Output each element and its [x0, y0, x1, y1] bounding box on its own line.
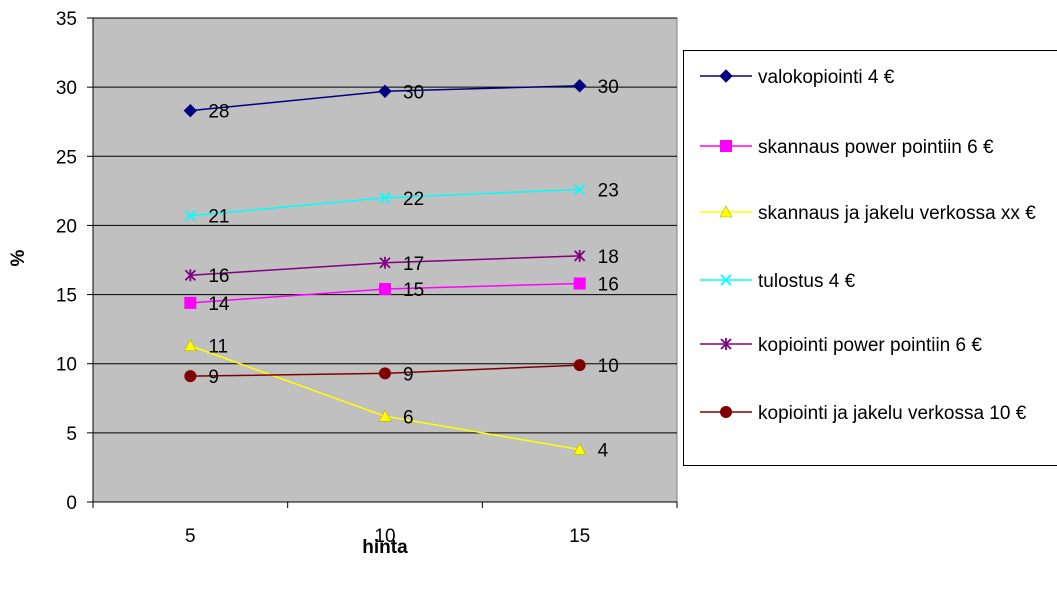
legend-swatch — [700, 69, 752, 83]
series-6: 9 9 10 — [184, 356, 619, 388]
legend-swatch — [700, 338, 752, 350]
y-tick-label: 20 — [56, 216, 77, 237]
data-label: 21 — [208, 207, 229, 228]
legend-swatch — [700, 205, 752, 218]
series-layer: 28 30 30 14 15 16 11 6 4 21 22 23 16 17 18 9 9 10 — [183, 77, 619, 461]
data-point — [184, 210, 196, 222]
x-axis-title: hinta — [362, 537, 408, 558]
y-axis-title: % — [8, 249, 29, 266]
legend-item: kopiointi power pointiin 6 € — [698, 333, 1057, 359]
series-2: 14 15 16 — [184, 275, 619, 315]
data-point — [574, 183, 586, 196]
x-tick-label: 15 — [569, 526, 590, 547]
data-label: 15 — [403, 280, 424, 301]
legend-marker — [720, 406, 732, 418]
series-1: 28 30 30 — [183, 77, 619, 123]
axes: 0 5 10 15 20 25 30 35 5 10 15 — [56, 9, 678, 547]
legend-item: skannaus ja jakelu verkossa xx € — [698, 201, 1057, 227]
data-label: 30 — [403, 82, 424, 103]
legend-label: kopiointi power pointiin 6 € — [758, 335, 982, 356]
legend-marker — [720, 274, 732, 286]
data-point — [379, 367, 391, 380]
series-4: 21 22 23 — [184, 180, 619, 228]
legend-swatch — [700, 406, 752, 418]
data-point — [573, 359, 586, 372]
series-3: 11 6 4 — [183, 337, 609, 461]
legend-label: skannaus power pointiin 6 € — [758, 137, 994, 158]
data-point — [184, 296, 197, 309]
data-label: 17 — [403, 254, 424, 275]
legend-marker — [719, 205, 733, 218]
data-label: 14 — [208, 294, 230, 315]
data-point — [378, 84, 392, 98]
data-label: 9 — [208, 367, 219, 388]
legend-marker — [719, 69, 733, 83]
y-tick-label: 35 — [56, 9, 77, 30]
series-5: 16 17 18 — [184, 247, 619, 287]
data-point — [183, 103, 198, 118]
data-label: 16 — [598, 275, 619, 296]
legend-item: tulostus 4 € — [698, 269, 1057, 295]
x-tick-label: 10 — [374, 526, 395, 547]
data-label: 18 — [598, 247, 619, 268]
data-label: 6 — [403, 407, 414, 428]
data-point — [572, 79, 587, 93]
y-tick-label: 5 — [66, 424, 77, 445]
data-label: 11 — [208, 337, 228, 358]
data-label: 30 — [598, 77, 619, 98]
x-tick-label: 5 — [185, 526, 196, 547]
legend-item: skannaus power pointiin 6 € — [698, 135, 1057, 161]
y-tick-label: 25 — [56, 147, 77, 168]
legend: valokopiointi 4 € skannaus power pointiin… — [683, 50, 1057, 466]
legend-item: valokopiointi 4 € — [698, 65, 1057, 91]
data-label: 4 — [598, 440, 609, 461]
y-tick-label: 15 — [56, 286, 77, 307]
data-point — [378, 409, 392, 422]
data-label: 9 — [403, 364, 414, 385]
data-point — [184, 269, 196, 282]
data-point — [379, 283, 391, 296]
data-point — [574, 249, 586, 262]
y-tick-label: 10 — [56, 355, 77, 376]
data-label: 22 — [403, 189, 424, 210]
legend-label: kopiointi ja jakelu verkossa 10 € — [758, 403, 1027, 424]
data-point — [183, 339, 197, 352]
data-point — [379, 192, 391, 204]
legend-marker — [720, 338, 732, 350]
legend-swatch — [700, 140, 752, 152]
y-tick-label: 0 — [66, 493, 77, 514]
data-point — [184, 370, 197, 383]
data-point — [573, 442, 587, 455]
legend-label: skannaus ja jakelu verkossa xx € — [758, 203, 1036, 224]
data-point — [379, 256, 391, 269]
data-label: 16 — [208, 266, 229, 287]
legend-label: valokopiointi 4 € — [758, 67, 895, 88]
data-label: 10 — [598, 356, 619, 377]
legend-item: kopiointi ja jakelu verkossa 10 € — [698, 401, 1057, 427]
data-label: 28 — [208, 102, 229, 123]
data-label: 23 — [598, 180, 619, 201]
data-point — [573, 277, 586, 290]
y-tick-label: 30 — [56, 78, 77, 99]
legend-swatch — [700, 274, 752, 286]
legend-marker — [720, 140, 732, 152]
legend-label: tulostus 4 € — [758, 271, 856, 292]
